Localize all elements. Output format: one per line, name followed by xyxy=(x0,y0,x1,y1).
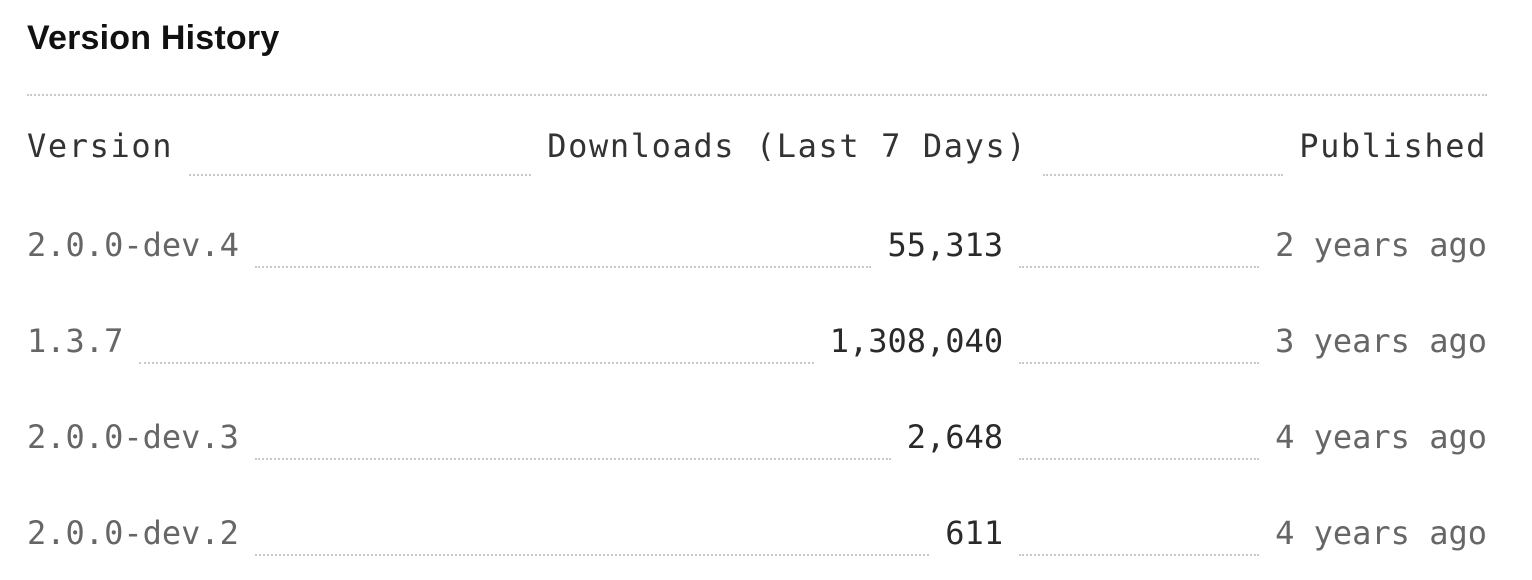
dotted-leader xyxy=(1043,174,1284,176)
version-link[interactable]: 2.0.0-dev.4 xyxy=(27,226,239,264)
published-date: 4 years ago xyxy=(1275,514,1487,552)
dotted-leader xyxy=(254,458,891,460)
version-table: Version Downloads (Last 7 Days) Publishe… xyxy=(27,96,1487,580)
dotted-leader xyxy=(1019,266,1260,268)
table-row: 1.3.7 1,308,040 3 years ago xyxy=(27,292,1487,388)
column-header-version: Version xyxy=(27,127,174,165)
title-divider xyxy=(27,94,1487,96)
dotted-leader xyxy=(1019,362,1260,364)
published-date: 2 years ago xyxy=(1275,226,1487,264)
dotted-leader xyxy=(1019,554,1260,556)
downloads-count: 2,648 xyxy=(906,418,1004,456)
dotted-leader xyxy=(139,362,814,364)
dotted-leader xyxy=(1019,458,1260,460)
published-date: 4 years ago xyxy=(1275,418,1487,456)
section-title: Version History xyxy=(27,19,280,57)
published-date: 3 years ago xyxy=(1275,322,1487,360)
column-header-published: Published xyxy=(1299,127,1487,165)
table-row: 2.0.0-dev.4 55,313 2 years ago xyxy=(27,196,1487,292)
dotted-leader xyxy=(189,174,532,176)
table-row: 2.0.0-dev.3 2,648 4 years ago xyxy=(27,388,1487,484)
column-header-downloads: Downloads (Last 7 Days) xyxy=(547,127,1028,165)
version-link[interactable]: 2.0.0-dev.2 xyxy=(27,514,239,552)
table-row: 2.0.0-dev.2 611 4 years ago xyxy=(27,484,1487,580)
downloads-count: 611 xyxy=(945,514,1004,552)
dotted-leader xyxy=(254,554,930,556)
version-link[interactable]: 1.3.7 xyxy=(27,322,124,360)
version-link[interactable]: 2.0.0-dev.3 xyxy=(27,418,239,456)
table-header-row: Version Downloads (Last 7 Days) Publishe… xyxy=(27,96,1487,196)
downloads-count: 1,308,040 xyxy=(829,322,1004,360)
downloads-count: 55,313 xyxy=(887,226,1004,264)
dotted-leader xyxy=(254,266,872,268)
version-history-section: Version History Version Downloads (Last … xyxy=(27,0,1487,580)
